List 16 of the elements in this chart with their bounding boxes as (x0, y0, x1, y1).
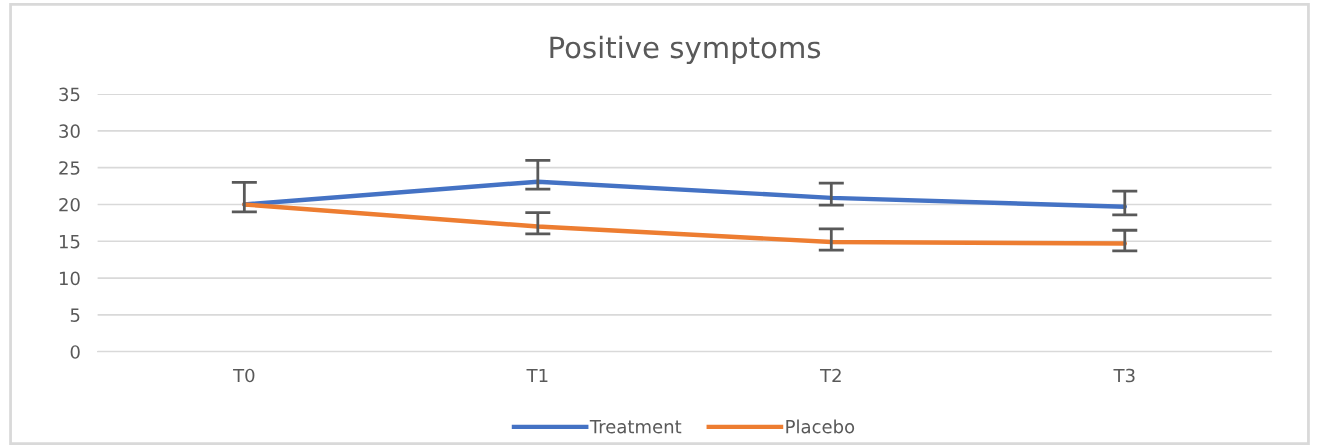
chart-title: Positive symptoms (550, 35, 821, 65)
y-tick-label: 25 (59, 161, 80, 175)
y-tick-label: 10 (59, 271, 80, 286)
legend-label: Treatment (589, 420, 682, 434)
y-tick-label: 0 (70, 345, 80, 359)
y-tick-label: 15 (59, 234, 80, 249)
x-tick-label: T0 (233, 368, 255, 383)
legend-label: Placebo (786, 419, 855, 434)
y-tick-label: 35 (59, 87, 80, 102)
x-tick-label: T2 (819, 368, 841, 383)
x-tick-label: T1 (526, 368, 548, 383)
line-series (242, 202, 1127, 246)
y-tick-label: 5 (70, 308, 80, 322)
x-tick-label: T3 (1113, 368, 1135, 383)
y-tick-label: 30 (59, 124, 80, 138)
y-tick-label: 20 (59, 197, 80, 212)
